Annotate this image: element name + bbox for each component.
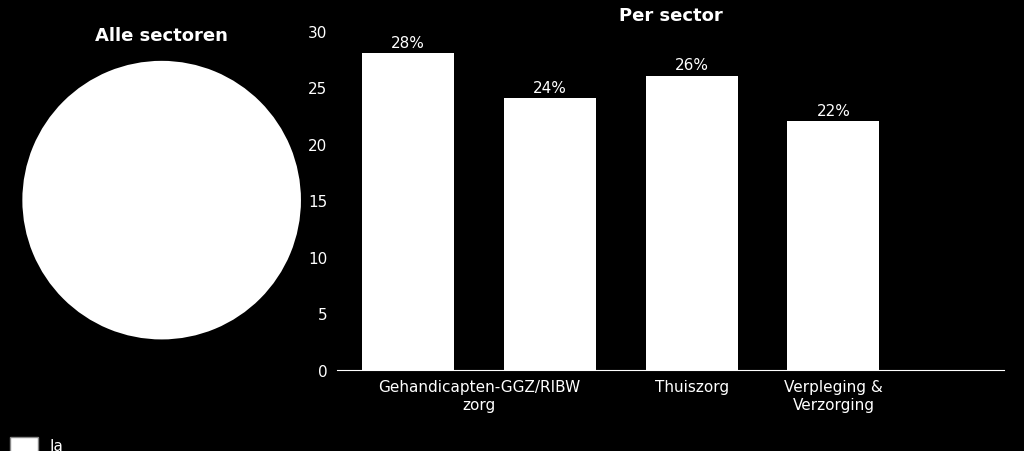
Bar	[504, 99, 596, 370]
Bar	[362, 54, 455, 370]
Bar	[645, 77, 737, 370]
Title: Alle sectoren: Alle sectoren	[95, 28, 228, 45]
Bar	[787, 122, 880, 370]
Text: 22%: 22%	[816, 103, 850, 118]
Text: 26%: 26%	[675, 58, 709, 73]
Title: Per sector: Per sector	[618, 6, 722, 24]
Wedge shape	[23, 62, 301, 340]
Text: 28%: 28%	[391, 36, 425, 51]
Legend: Ja, Deels, Nee, Niet van toepassing: Ja, Deels, Nee, Niet van toepassing	[3, 430, 210, 451]
Text: 24%: 24%	[532, 81, 567, 96]
